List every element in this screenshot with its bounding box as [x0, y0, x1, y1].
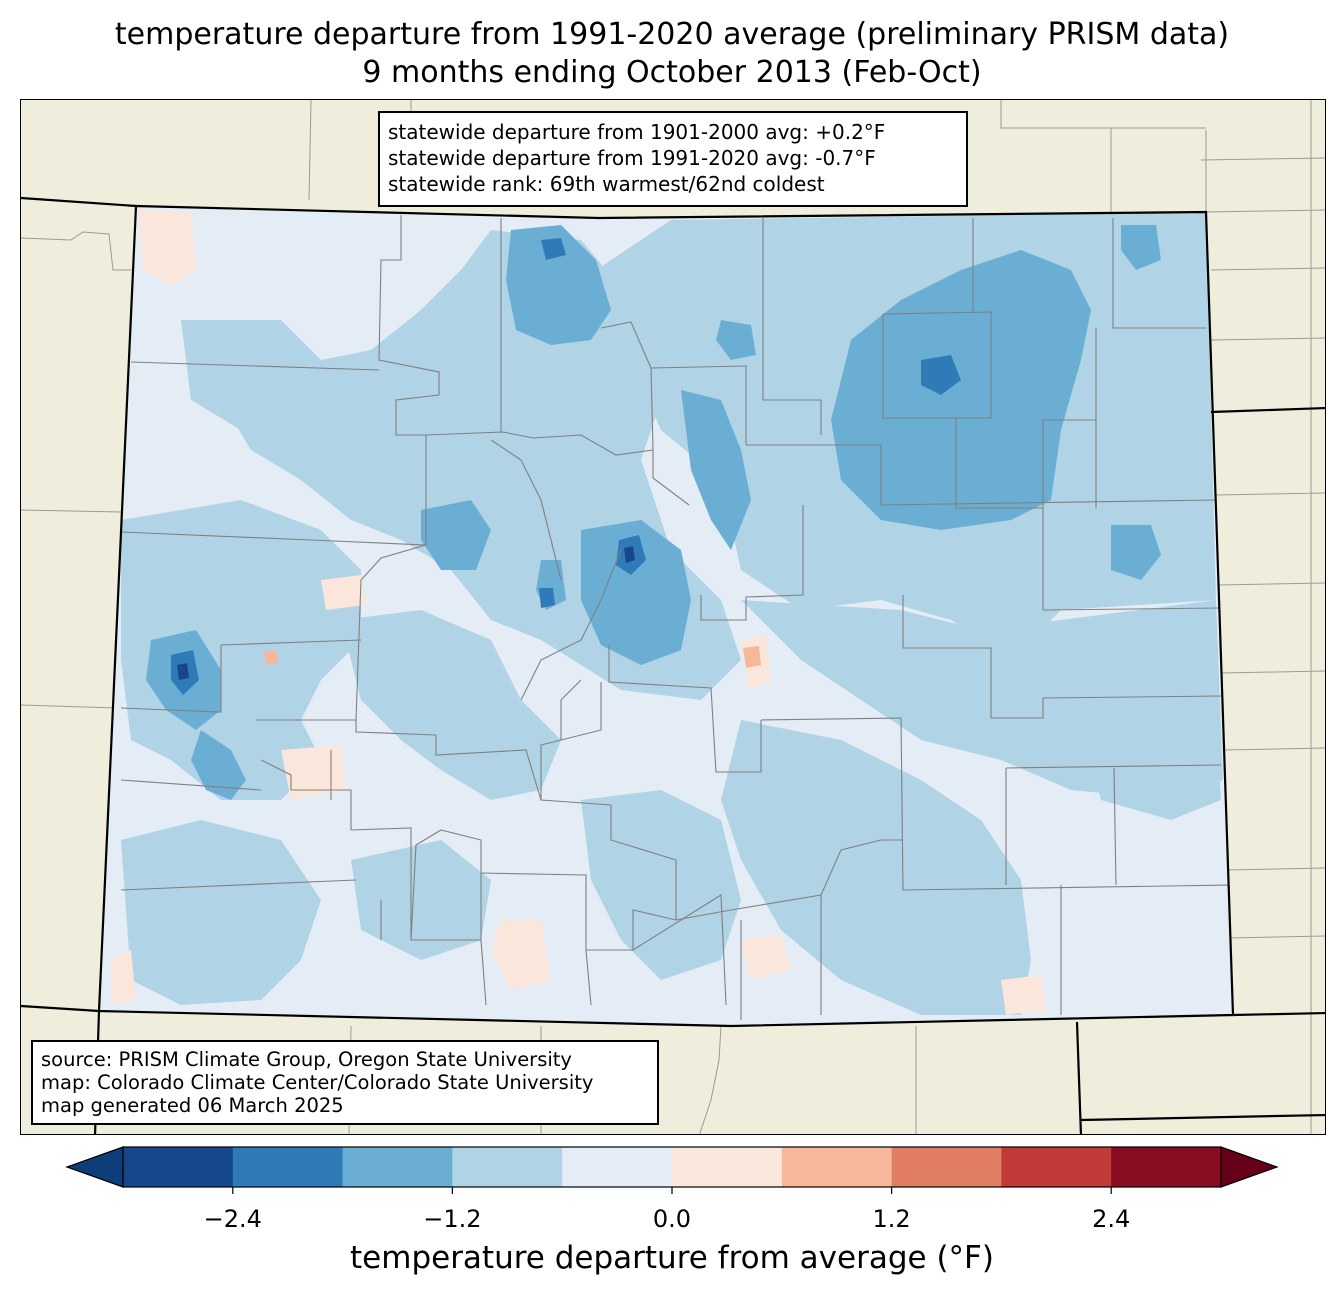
- colorbar-tick: −2.4: [203, 1205, 262, 1233]
- colorado-temperature-map: [20, 99, 1326, 1135]
- map-title-line1: temperature departure from 1991-2020 ave…: [114, 17, 1230, 52]
- colorado-county-lines: [120, 215, 1233, 1020]
- colorbar-segment: [891, 1147, 1002, 1187]
- colorbar-extend-low: [65, 1146, 124, 1188]
- source-credits-box: source: PRISM Climate Group, Oregon Stat…: [31, 1040, 659, 1125]
- colorbar-extend-high: [1220, 1146, 1279, 1188]
- colorbar-segment: [452, 1147, 563, 1187]
- colorbar-tick: 0.0: [652, 1205, 692, 1233]
- colorbar-segment: [1111, 1147, 1222, 1187]
- colorbar-tick: 1.2: [872, 1205, 911, 1233]
- colorbar-segment: [562, 1147, 673, 1187]
- map-credit-line: map: Colorado Climate Center/Colorado St…: [41, 1071, 594, 1094]
- colorbar-segment: [672, 1147, 783, 1187]
- neighbor-county-lines: [21, 100, 1325, 1134]
- temperature-anomaly-shading: [111, 210, 1223, 1015]
- generated-date-line: map generated 06 March 2025: [41, 1094, 344, 1117]
- colorbar-segment: [123, 1147, 234, 1187]
- colorbar-segment: [781, 1147, 893, 1187]
- colorbar-tick: −1.2: [423, 1205, 482, 1233]
- map-title-line2: 9 months ending October 2013 (Feb-Oct): [362, 55, 982, 90]
- colorbar-segment: [1001, 1147, 1112, 1187]
- colorbar-tick: 2.4: [1092, 1205, 1131, 1233]
- colorbar-segment: [232, 1147, 344, 1187]
- stats-line-1901-2000: statewide departure from 1901-2000 avg: …: [388, 120, 886, 144]
- stats-line-1991-2020: statewide departure from 1991-2020 avg: …: [388, 146, 876, 170]
- statewide-stats-box: statewide departure from 1901-2000 avg: …: [378, 111, 968, 207]
- state-boundaries: [21, 196, 1325, 1134]
- stats-line-rank: statewide rank: 69th warmest/62nd coldes…: [388, 172, 825, 196]
- colorbar-segment: [342, 1147, 453, 1187]
- source-line: source: PRISM Climate Group, Oregon Stat…: [41, 1048, 572, 1071]
- colorbar: [65, 1146, 1279, 1194]
- colorbar-label: temperature departure from average (°F): [350, 1240, 994, 1276]
